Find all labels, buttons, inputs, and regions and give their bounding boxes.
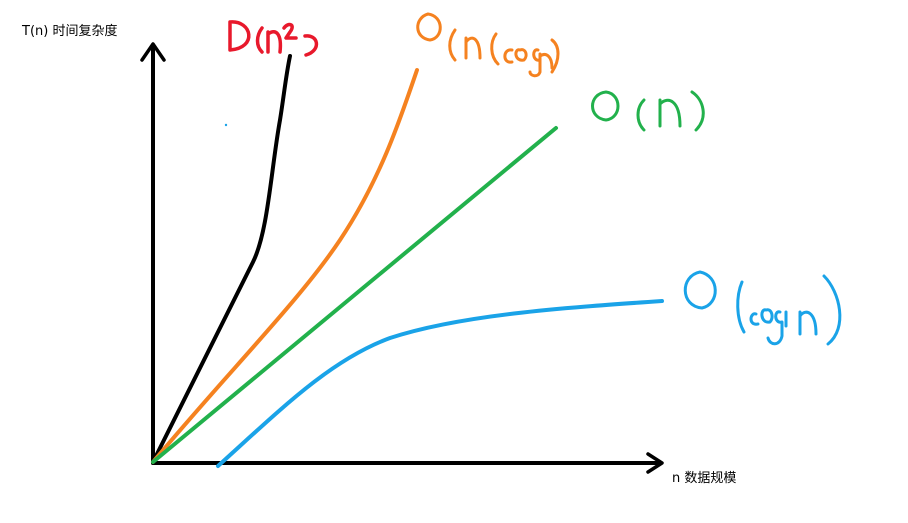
label-n-drawing bbox=[591, 90, 705, 132]
x-axis-arrow bbox=[646, 452, 664, 474]
label-logn-drawing bbox=[683, 270, 842, 346]
curve-nlogn bbox=[151, 68, 419, 464]
y-axis-arrow bbox=[140, 42, 166, 62]
curve-n2 bbox=[151, 54, 292, 464]
stray-dot bbox=[224, 123, 228, 127]
label-nlogn-drawing bbox=[416, 12, 560, 78]
x-axis-label: n 数据规模 bbox=[672, 471, 737, 486]
curve-n bbox=[151, 126, 558, 464]
label-n2-drawing bbox=[228, 20, 319, 57]
curve-logn bbox=[216, 299, 664, 468]
y-axis-label: T(n) 时间复杂度 bbox=[22, 24, 118, 39]
